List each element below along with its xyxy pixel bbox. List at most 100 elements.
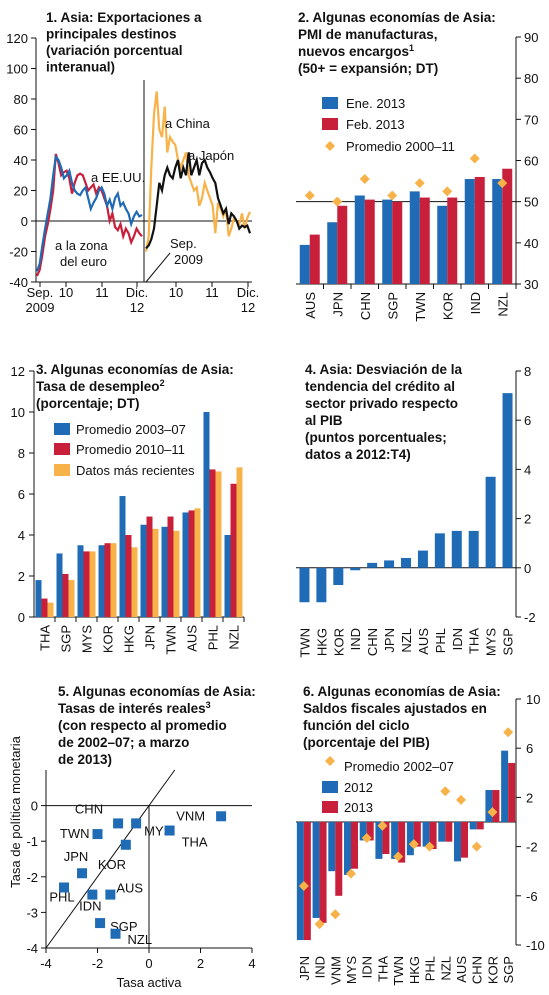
panel-2-title-line: PMI de manufacturas, [298,27,438,42]
p6-x-tick-label: KOR [485,956,500,984]
p3-bar [35,580,42,617]
panel-1-title-line: principales destinos [46,27,177,42]
p4-x-tick-label: CHN [365,628,380,656]
p1-x-tick-label-2: 2009 [26,300,55,315]
p2-legend-swatch-red [322,118,338,130]
p2-marker-avg [469,153,480,164]
p4-x-tick-label: JPN [382,628,397,653]
p2-y-tick-label: 40 [524,236,538,251]
p6-legend-label-2: 2012 [344,780,373,795]
p6-marker-avg [456,794,466,805]
p5-point [77,868,88,879]
p5-point [59,882,70,893]
p4-bar [316,567,327,603]
p2-y-tick-label: 50 [524,195,538,210]
p2-x-tick-label: JPN [330,292,345,317]
p5-diagonal [45,769,176,949]
p4-x-tick-label: PHL [433,628,448,653]
p6-bar-2013 [476,822,484,830]
panel-2-title-line: (50+ = expansión; DT) [298,61,438,76]
p6-bar-2012 [438,822,446,842]
p3-bar [173,530,180,617]
p6-bar-2012 [485,790,493,822]
panel-1-title-line: 1. Asia: Exportaciones a [46,10,202,25]
p6-marker-avg [487,807,498,818]
p6-legend-label-3: 2013 [344,800,373,815]
p2-bar-ene [354,195,365,284]
p5-point [216,811,227,822]
panel-4: -2 0 2 4 6 8 TWN HKG KOR IND CHN JPN NZL AUS PHL IDN THA… [296,364,536,658]
p2-bar-ene [327,222,338,284]
p1-y-tick-label: 20 [14,184,28,199]
p6-bar-2012 [344,822,351,875]
p2-bar-feb [309,234,320,284]
panel-4-title-line: al PIB [305,413,343,428]
p4-bar [350,567,361,571]
p1-x-tick-label-2: 12 [130,300,144,315]
p1-label-japan: a Japón [188,148,234,163]
p6-bar-2013 [351,822,358,869]
p2-marker-avg [332,196,343,207]
p4-bar [485,476,496,568]
panel-1-title-line: (variación porcentual [46,43,183,58]
p6-bar-2013 [382,822,390,854]
p4-bar [333,567,344,586]
p2-bar-ene [492,179,503,284]
p5-y-tick-label: -2 [26,870,38,885]
p3-y-tick-label: 10 [11,405,25,420]
p5-point [131,818,142,829]
p4-x-tick-label: IDN [450,628,465,650]
p6-marker-avg [330,909,341,920]
p2-y-tick-label: 90 [524,30,538,45]
p5-point-label: PHL [49,889,74,904]
p6-marker-avg [361,832,372,843]
p1-y-tick-label: 100 [6,62,28,77]
p5-point-label: VNM [176,808,205,823]
p3-bar [236,467,243,617]
p1-x-tick-label: Sep. [27,285,54,300]
p1-y-tick-label: 80 [14,92,28,107]
panel-4-title-line: tendencia del crédito al [305,379,455,394]
p6-bar-2012 [454,822,461,862]
p5-x-tick-label: 0 [145,956,152,971]
p4-x-tick-label: SGP [501,628,516,655]
p1-x-tick-label: 10 [59,285,73,300]
panel-5: -4 -3 -2 -1 0 -4 -2 0 2 4 Tasa activa Tasa de polít… [8,735,256,990]
p6-bar-2013 [492,790,500,822]
p3-bar [110,543,117,617]
p6-bar-2013 [398,822,406,863]
p2-bar-feb [502,168,513,284]
panel-2-title-line: 2. Algunas economías de Asia: [298,10,496,25]
p5-point-label: CHN [75,801,103,816]
p3-x-tick-label: SGP [59,625,74,652]
p4-bar [367,562,378,568]
panel-5-title-line: de 2013) [58,752,112,767]
p3-bar [89,551,96,617]
p6-marker-avg [377,820,388,831]
p3-y-tick-label: 2 [18,569,25,584]
p3-x-tick-label: JPN [143,625,158,650]
p6-x-tick-label: NZL [438,956,453,981]
p6-y-tick-label: 10 [526,692,540,707]
p2-x-tick-label: NZL [495,292,510,317]
p2-x-tick-label: SGP [385,292,400,319]
p6-x-tick-label: AUS [454,956,469,983]
p3-legend-label: Promedio 2010–11 [76,442,185,457]
p6-x-tick-label: MYS [344,956,359,985]
p5-point-label: AUS [116,881,143,896]
p6-x-tick-label: TWN [391,956,406,986]
p6-bar-2013 [303,822,311,941]
panel-2: 30 40 50 60 70 80 90 Ene. 2013 Feb. 2013 Promedio… [296,30,538,322]
p3-bar [68,580,75,617]
p3-bar [161,526,168,617]
p3-bar [203,412,210,617]
p4-bar [384,560,395,568]
p6-y-tick-label: -6 [526,889,538,904]
p3-bar [194,508,201,617]
p3-bar [47,602,54,617]
p4-bar [502,393,513,568]
p2-x-tick-label: AUS [303,292,318,319]
p6-y-tick-label: -10 [526,938,545,953]
p6-marker-avg [503,727,514,738]
p1-y-tick-label: -20 [9,245,28,260]
